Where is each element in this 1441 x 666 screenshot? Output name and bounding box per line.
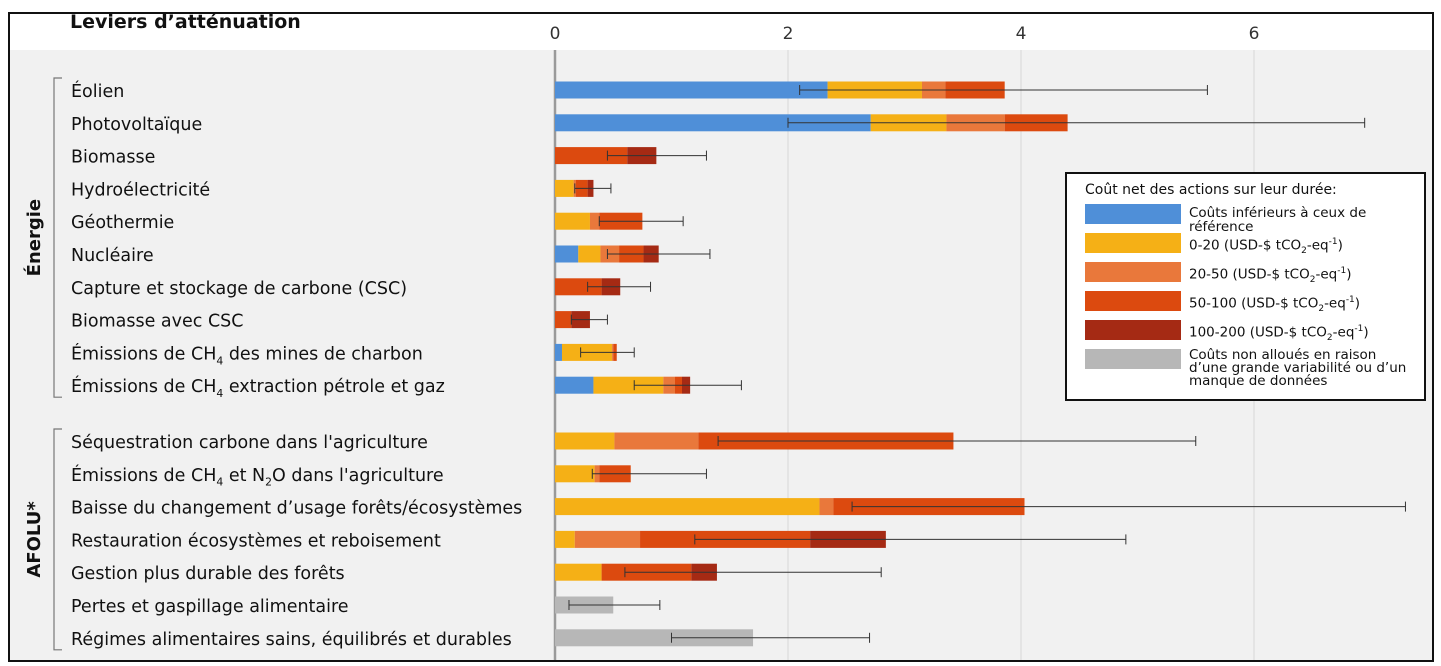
category-label: Émissions de CH4​ extraction pétrole et … <box>71 375 445 400</box>
legend-swatch <box>1085 233 1181 253</box>
x-tick-label: 6 <box>1249 24 1260 44</box>
bar-segment <box>574 530 641 548</box>
chart-title: Leviers d’atténuation <box>70 11 301 33</box>
bar-segment <box>555 114 871 132</box>
bar-segment <box>555 311 572 329</box>
bar-segment <box>555 498 820 516</box>
bar-segment <box>578 245 601 263</box>
bar-segment <box>555 147 628 165</box>
legend-items: Coûts inférieurs à ceux de référence 0-20… <box>1085 204 1414 388</box>
legend-swatch <box>1085 349 1181 369</box>
legend-item: 0-20 (USD-$ tCO2-eq-1) <box>1085 233 1414 262</box>
group-label: Énergie <box>23 199 45 276</box>
bar-segment <box>555 376 594 394</box>
category-label: Baisse du changement d’usage forêts/écos… <box>71 499 522 519</box>
bar-segment <box>555 343 562 361</box>
category-label: Capture et stockage de carbone (CSC) <box>71 279 407 299</box>
legend: Coût net des actions sur leur durée: Coû… <box>1065 172 1426 401</box>
group-bracket <box>53 77 62 398</box>
bar-segment <box>593 376 664 394</box>
legend-label: 100-200 (USD-$ tCO2-eq-1) <box>1189 324 1369 344</box>
category-label: Restauration écosystèmes et reboisement <box>71 531 441 551</box>
legend-label: 50-100 (USD-$ tCO2-eq-1) <box>1189 295 1361 315</box>
bar-segment <box>555 245 579 263</box>
x-tick-label: 4 <box>1016 24 1027 44</box>
legend-label: Coûts inférieurs à ceux de référence <box>1189 205 1367 235</box>
bar-segment <box>614 432 699 450</box>
category-label: Émissions de CH4​ des mines de charbon <box>71 342 423 367</box>
legend-title: Coût net des actions sur leur durée: <box>1085 182 1337 198</box>
legend-swatch <box>1085 204 1181 224</box>
bar-segment <box>555 563 602 581</box>
bar-segment <box>555 278 602 296</box>
bar-segment <box>555 212 590 230</box>
group-label: AFOLU* <box>24 501 45 578</box>
legend-swatch <box>1085 291 1181 311</box>
bar-segment <box>819 498 834 516</box>
category-label: Géothermie <box>71 213 174 233</box>
bar-segment <box>555 629 754 647</box>
category-label: Nucléaire <box>71 246 154 266</box>
group-bracket <box>53 428 62 651</box>
legend-item: 20-50 (USD-$ tCO2-eq-1) <box>1085 262 1414 291</box>
legend-swatch <box>1085 262 1181 282</box>
bar-segment <box>555 179 574 197</box>
category-label: Émissions de CH4​ et N2​O dans l'agricul… <box>71 464 444 489</box>
category-label: Séquestration carbone dans l'agriculture <box>71 433 428 453</box>
legend-label: Coûts non alloués en raison d’une grande … <box>1189 347 1407 389</box>
legend-item: 50-100 (USD-$ tCO2-eq-1) <box>1085 291 1414 320</box>
category-label: Biomasse avec CSC <box>71 312 244 332</box>
bar-segment <box>555 530 575 548</box>
legend-label: 20-50 (USD-$ tCO2-eq-1) <box>1189 266 1352 286</box>
category-label: Biomasse <box>71 148 155 168</box>
x-tick-label: 2 <box>783 24 794 44</box>
legend-item: Coûts non alloués en raison d’une grande … <box>1085 347 1414 389</box>
legend-swatch <box>1085 320 1181 340</box>
category-label: Éolien <box>71 80 124 102</box>
bar-segment <box>555 465 595 483</box>
category-label: Gestion plus durable des forêts <box>71 564 345 584</box>
legend-item: 100-200 (USD-$ tCO2-eq-1) <box>1085 320 1414 349</box>
bar-segment <box>555 81 828 99</box>
x-tick-label: 0 <box>550 24 561 44</box>
legend-item: Coûts inférieurs à ceux de référence <box>1085 204 1414 235</box>
legend-label: 0-20 (USD-$ tCO2-eq-1) <box>1189 237 1343 257</box>
category-label: Pertes et gaspillage alimentaire <box>71 597 349 617</box>
category-label: Régimes alimentaires sains, équilibrés e… <box>71 630 512 650</box>
bar-segment <box>589 212 600 230</box>
category-label: Photovoltaïque <box>71 115 202 135</box>
category-label: Hydroélectricité <box>71 180 210 200</box>
bar-segment <box>555 432 615 450</box>
